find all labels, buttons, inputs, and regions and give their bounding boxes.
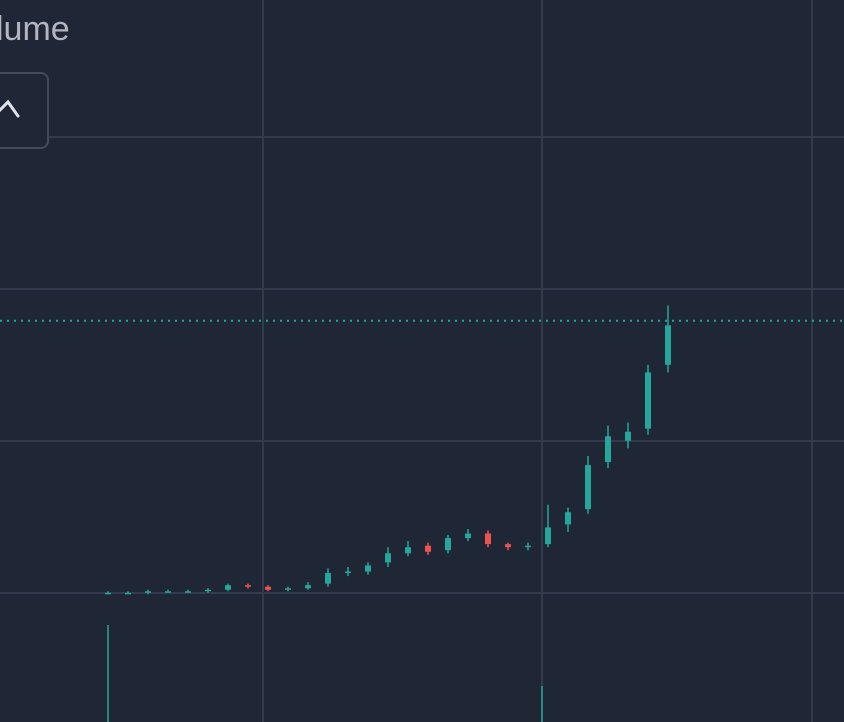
candle-body	[385, 553, 391, 563]
candle-body	[365, 565, 371, 572]
candle-body	[105, 592, 111, 595]
candle-body	[405, 547, 411, 554]
candle-body	[565, 512, 571, 525]
candle-body	[305, 585, 311, 589]
candle-body	[545, 527, 551, 545]
candle-body	[325, 573, 331, 584]
candle-body	[125, 592, 131, 595]
candle-body	[445, 538, 451, 551]
chevron-icon	[0, 99, 20, 118]
candle-body	[345, 571, 351, 574]
candle-body	[425, 545, 431, 552]
candle-body	[585, 465, 591, 510]
candle-body	[605, 436, 611, 463]
candle-body	[485, 533, 491, 545]
candle-body	[145, 591, 151, 593]
candle-body	[665, 325, 671, 365]
candle-body	[265, 586, 271, 590]
candle-body	[625, 431, 631, 441]
candle-body	[205, 589, 211, 592]
button-frame[interactable]	[0, 72, 49, 149]
candle-body	[465, 533, 471, 539]
candle-body	[285, 588, 291, 590]
pane-title: lume	[0, 10, 70, 48]
candle-body	[225, 585, 231, 590]
candle-body	[245, 585, 251, 587]
candle-body	[165, 591, 171, 593]
candle-body	[185, 591, 191, 593]
collapse-button[interactable]	[0, 72, 49, 149]
candle-body	[505, 544, 511, 548]
candle-body	[525, 545, 531, 548]
candle-body	[645, 372, 651, 429]
